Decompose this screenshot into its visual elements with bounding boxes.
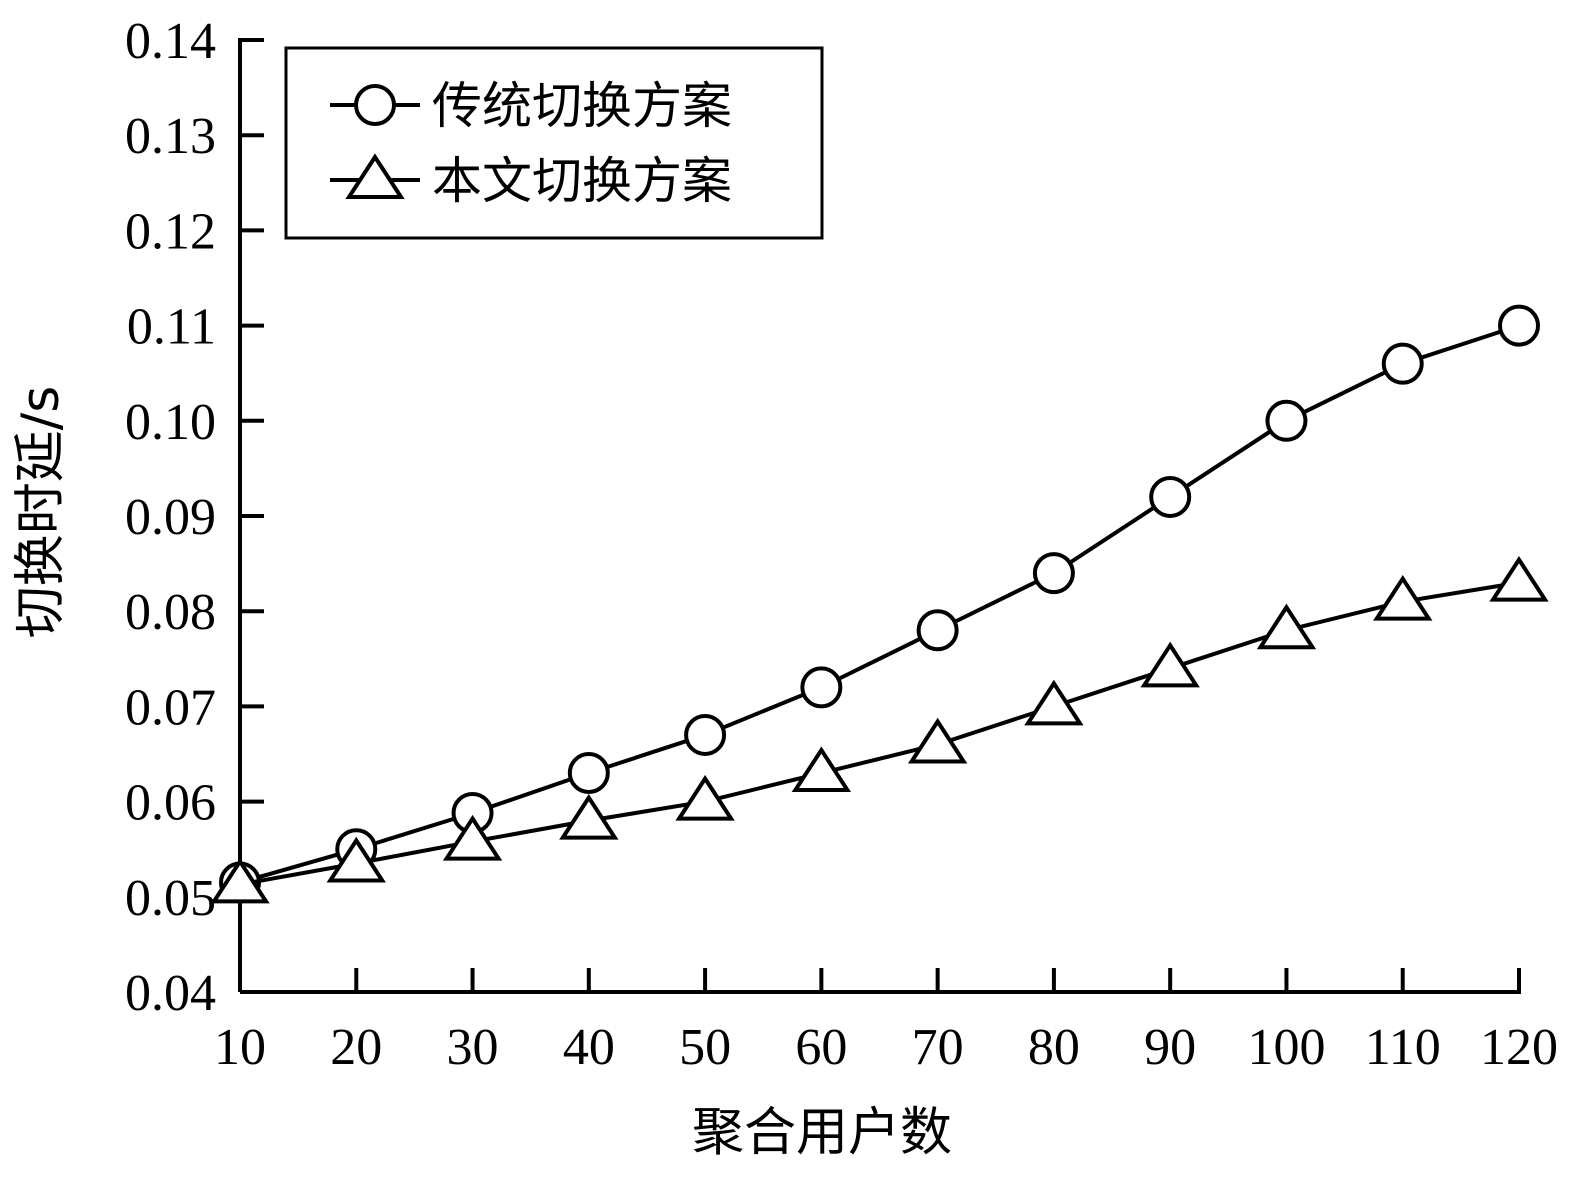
series-2-point	[1024, 679, 1084, 726]
x-tick-label: 20	[330, 1019, 382, 1076]
x-axis-ticks: 10 20 30 40 50 60 70 80 90 100 110 120	[214, 968, 1558, 1076]
series-2-point	[1256, 603, 1317, 650]
legend-entry-2: 本文切换方案	[330, 152, 732, 210]
y-tick-label: 0.05	[125, 870, 216, 927]
y-tick-label: 0.14	[125, 13, 216, 70]
y-tick-label: 0.13	[125, 108, 216, 165]
x-tick-label: 60	[795, 1019, 847, 1076]
x-tick-label: 120	[1480, 1019, 1558, 1076]
y-tick-label: 0.09	[125, 489, 216, 546]
series-2-point	[326, 836, 386, 883]
y-tick-label: 0.06	[125, 775, 216, 832]
y-axis-ticks: 0.04 0.05 0.06 0.07 0.08 0.09 0.10 0.11 0.12 0.13…	[125, 13, 264, 1022]
legend-marker	[345, 153, 405, 199]
series-1-point	[916, 609, 959, 652]
x-tick-label: 10	[214, 1019, 266, 1076]
series-1-point	[1265, 399, 1308, 442]
y-tick-label: 0.07	[125, 679, 216, 736]
series-1	[219, 304, 1540, 904]
series-1-point	[1381, 342, 1424, 385]
series-1-point	[800, 666, 843, 709]
y-axis-title: 切换时延/s	[11, 386, 71, 639]
series-2-point	[210, 857, 270, 904]
legend-label: 传统切换方案	[432, 77, 732, 135]
legend-marker	[354, 84, 396, 126]
series-1-point	[1149, 475, 1192, 518]
y-tick-label: 0.12	[125, 203, 216, 260]
y-tick-label: 0.10	[125, 394, 216, 451]
series-2-point	[1140, 641, 1200, 688]
series-2-point	[1489, 555, 1549, 602]
series-1-line	[239, 323, 1520, 885]
x-tick-label: 100	[1247, 1019, 1325, 1076]
x-tick-label: 110	[1365, 1019, 1441, 1076]
x-tick-label: 30	[447, 1019, 499, 1076]
series-1-point	[1498, 304, 1540, 347]
legend-box	[284, 46, 824, 240]
series-2-point	[442, 814, 503, 861]
series-1-point	[1032, 552, 1075, 595]
series-1-point	[684, 713, 727, 756]
legend-label: 本文切换方案	[432, 152, 732, 210]
series-2-point	[675, 774, 735, 821]
series-layer	[210, 304, 1549, 904]
x-tick-label: 80	[1028, 1019, 1080, 1076]
series-2	[210, 555, 1549, 904]
series-2-line	[239, 580, 1520, 887]
x-tick-label: 70	[912, 1019, 964, 1076]
series-1-point	[567, 752, 610, 795]
y-tick-label: 0.08	[125, 584, 216, 641]
y-tick-label: 0.11	[127, 299, 216, 356]
series-2-point	[791, 746, 852, 793]
x-tick-label: 90	[1144, 1019, 1196, 1076]
series-2-point	[559, 793, 619, 840]
x-axis-title: 聚合用户数	[692, 1103, 952, 1163]
y-tick-label: 0.04	[125, 965, 216, 1022]
x-tick-label: 40	[563, 1019, 615, 1076]
series-2-point	[1373, 575, 1433, 621]
legend-entry-1: 传统切换方案	[330, 77, 732, 135]
series-2-point	[907, 717, 968, 764]
x-tick-label: 50	[679, 1019, 731, 1076]
